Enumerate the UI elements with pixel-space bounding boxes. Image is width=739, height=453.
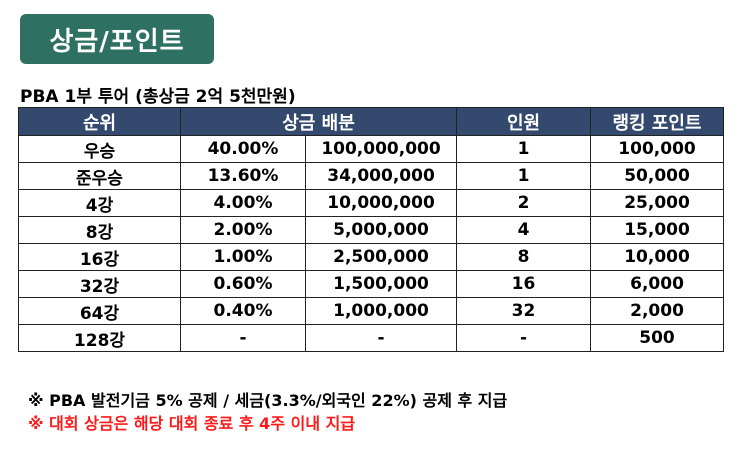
cell-points: 2,000 — [590, 297, 725, 325]
cell-points: 50,000 — [590, 162, 725, 190]
deduction-note: ※ PBA 발전기금 5% 공제 / 세금(3.3%/외국인 22%) 공제 후… — [28, 391, 508, 410]
cell-rank: 16강 — [18, 243, 181, 271]
cell-rank: 우승 — [18, 135, 181, 163]
cell-points: 25,000 — [590, 189, 725, 217]
cell-amount: 1,500,000 — [304, 270, 458, 298]
cell-rank: 4강 — [18, 189, 181, 217]
notes: ※ PBA 발전기금 5% 공제 / 세금(3.3%/외국인 22%) 공제 후… — [28, 389, 507, 435]
payment-note: ※ 대회 상금은 해당 대회 종료 후 4주 이내 지급 — [28, 414, 356, 433]
cell-percent: 4.00% — [180, 189, 306, 217]
tour-subtitle: PBA 1부 투어 (총상금 2억 5천만원) — [20, 87, 296, 107]
cell-points: 500 — [590, 324, 725, 352]
cell-percent: 2.00% — [180, 216, 306, 244]
table-row: 64강 0.40% 1,000,000 32 2,000 — [18, 297, 725, 325]
table-header-row: 순위 상금 배분 인원 랭킹 포인트 — [18, 107, 725, 136]
cell-amount: 5,000,000 — [304, 216, 458, 244]
cell-players: 1 — [456, 135, 592, 163]
cell-percent: 0.40% — [180, 297, 306, 325]
cell-percent: 0.60% — [180, 270, 306, 298]
header-players: 인원 — [456, 107, 592, 136]
table-row: 준우승 13.60% 34,000,000 1 50,000 — [18, 162, 725, 190]
table-row: 8강 2.00% 5,000,000 4 15,000 — [18, 216, 725, 244]
cell-players: 1 — [456, 162, 592, 190]
cell-players: 4 — [456, 216, 592, 244]
cell-players: 32 — [456, 297, 592, 325]
cell-percent: 1.00% — [180, 243, 306, 271]
cell-players: - — [456, 324, 592, 352]
cell-percent: - — [180, 324, 306, 352]
cell-rank: 32강 — [18, 270, 181, 298]
cell-amount: 2,500,000 — [304, 243, 458, 271]
table-row: 16강 1.00% 2,500,000 8 10,000 — [18, 243, 725, 271]
table-row: 32강 0.60% 1,500,000 16 6,000 — [18, 270, 725, 298]
table-row: 128강 - - -500 — [18, 324, 725, 352]
cell-players: 8 — [456, 243, 592, 271]
cell-amount: 34,000,000 — [304, 162, 458, 190]
cell-points: 10,000 — [590, 243, 725, 271]
cell-amount: - — [304, 324, 458, 352]
table-row: 4강 4.00% 10,000,000 2 25,000 — [18, 189, 725, 217]
cell-points: 6,000 — [590, 270, 725, 298]
header-rank: 순위 — [18, 107, 181, 136]
table-row: 우승 40.00% 100,000,000 1 100,000 — [18, 135, 725, 163]
cell-rank: 128강 — [18, 324, 181, 352]
header-points: 랭킹 포인트 — [590, 107, 725, 136]
cell-players: 2 — [456, 189, 592, 217]
cell-amount: 1,000,000 — [304, 297, 458, 325]
cell-points: 100,000 — [590, 135, 725, 163]
cell-rank: 준우승 — [18, 162, 181, 190]
cell-rank: 64강 — [18, 297, 181, 325]
title-banner: 상금/포인트 — [20, 14, 214, 64]
header-prize: 상금 배분 — [179, 107, 458, 136]
cell-rank: 8강 — [18, 216, 181, 244]
cell-amount: 100,000,000 — [304, 135, 458, 163]
cell-percent: 40.00% — [180, 135, 306, 163]
page-title: 상금/포인트 — [49, 26, 185, 57]
cell-amount: 10,000,000 — [304, 189, 458, 217]
cell-percent: 13.60% — [180, 162, 306, 190]
prize-table: 순위 상금 배분 인원 랭킹 포인트 우승 40.00% 100,000,000 1 1… — [18, 107, 725, 352]
cell-points: 15,000 — [590, 216, 725, 244]
cell-players: 16 — [456, 270, 592, 298]
